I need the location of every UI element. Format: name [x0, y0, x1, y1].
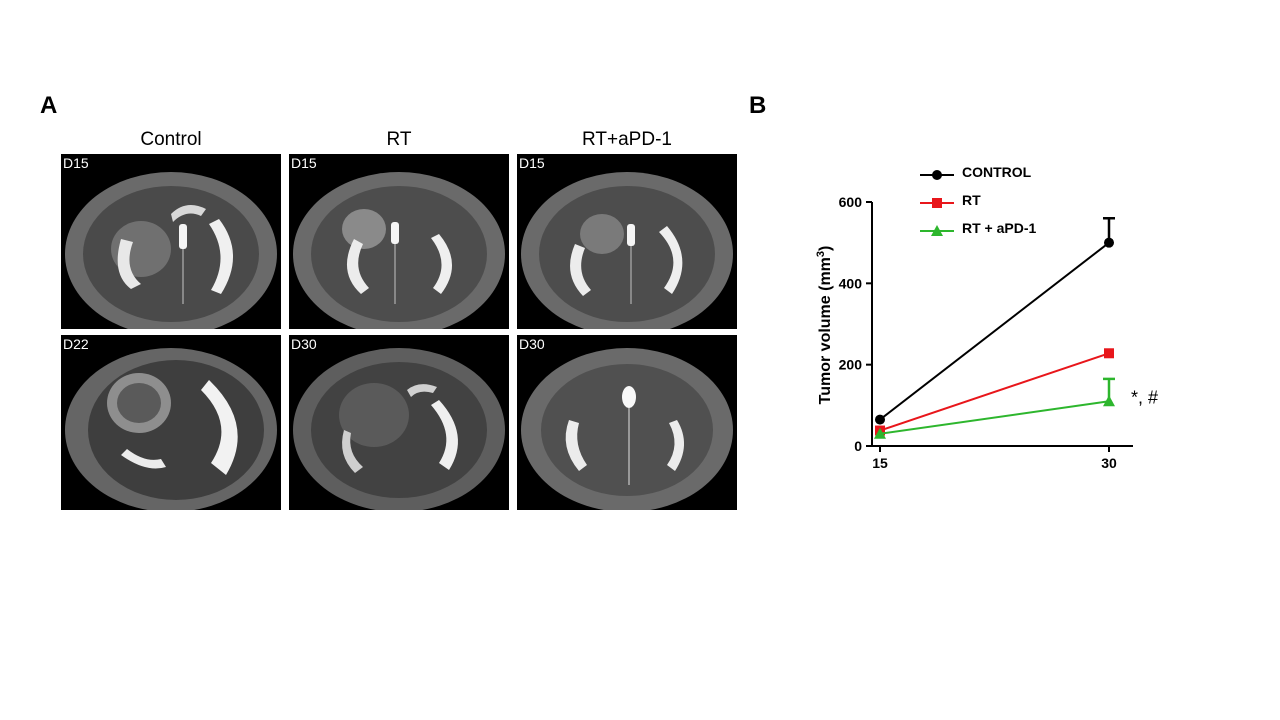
data-point — [1103, 395, 1115, 407]
day-label: D15 — [63, 155, 89, 171]
y-tick-label: 0 — [854, 438, 862, 454]
day-label: D30 — [291, 336, 317, 352]
y-tick-label: 600 — [839, 194, 863, 210]
brain-scan-graphic — [65, 348, 277, 510]
mri-image-rt-d15: D15 — [289, 154, 509, 329]
brain-scan-graphic — [521, 348, 733, 510]
day-label: D30 — [519, 336, 545, 352]
x-tick-label: 15 — [872, 455, 888, 471]
brain-scan-graphic — [65, 172, 277, 329]
data-point — [874, 427, 886, 439]
mri-image-rt-d30: D30 — [289, 335, 509, 510]
x-tick-label: 30 — [1101, 455, 1117, 471]
day-label: D15 — [519, 155, 545, 171]
panel-a-letter: A — [40, 92, 58, 119]
column-title-rt: RT — [386, 129, 412, 150]
day-label: D22 — [63, 336, 89, 352]
brain-scan-graphic — [293, 348, 505, 510]
day-label: D15 — [291, 155, 317, 171]
series-line-2 — [879, 400, 1110, 435]
legend-marker — [932, 170, 942, 180]
mri-image-rt-apd1-d30: D30 — [517, 335, 737, 510]
y-tick-label: 400 — [839, 275, 863, 291]
data-point — [1104, 348, 1114, 359]
legend-label: CONTROL — [962, 164, 1032, 180]
legend-marker — [932, 198, 942, 208]
column-title-control: Control — [140, 129, 202, 150]
mri-image-control-d22: D22 — [61, 335, 281, 510]
legend-label: RT + aPD-1 — [962, 220, 1037, 236]
series-line-1 — [879, 352, 1110, 432]
column-title-rt-apd1: RT+aPD-1 — [582, 129, 672, 150]
y-tick-label: 200 — [839, 357, 863, 373]
legend-label: RT — [962, 192, 981, 208]
mri-image-rt-apd1-d15: D15 — [517, 154, 737, 329]
brain-scan-graphic — [521, 172, 733, 329]
data-point — [875, 414, 885, 425]
data-point — [1104, 237, 1114, 248]
tumor-volume-chart: 0 200 400 600 15 30 Tumor volume (mm3) CONTROL R… — [815, 164, 1158, 471]
series-line-0 — [879, 241, 1110, 421]
mri-image-control-d15: D15 — [61, 154, 281, 329]
significance-annotation: *, # — [1131, 387, 1158, 407]
legend-marker — [931, 225, 943, 236]
brain-scan-graphic — [293, 172, 505, 329]
panel-b-letter: B — [749, 92, 767, 119]
y-axis-label: Tumor volume (mm3) — [815, 246, 834, 405]
